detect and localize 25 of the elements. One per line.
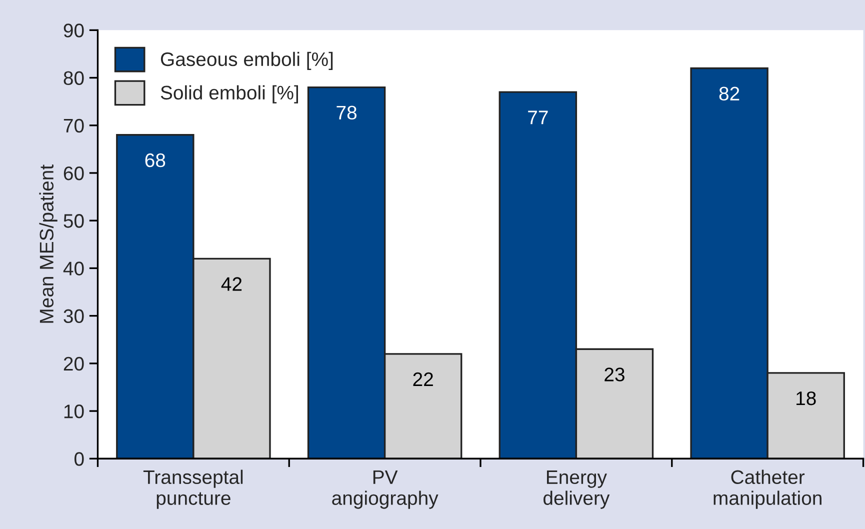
- y-axis-title: Mean MES/patient: [39, 164, 58, 323]
- data-label: 68: [145, 153, 166, 168]
- data-label: 42: [221, 277, 242, 291]
- x-tick-label: PV angiography: [332, 470, 438, 509]
- y-tick-label: 20: [64, 356, 84, 371]
- y-tick-label: 50: [64, 214, 84, 228]
- data-label: 18: [796, 391, 816, 406]
- y-tick-label: 80: [64, 71, 84, 85]
- data-label: 78: [336, 106, 357, 120]
- y-tick-label: 90: [64, 24, 84, 38]
- legend-label: Solid emboli [%]: [160, 85, 298, 104]
- data-label: 77: [528, 110, 548, 124]
- y-tick-label: 40: [63, 262, 84, 276]
- data-label: 82: [719, 86, 740, 101]
- y-tick-label: 30: [64, 309, 84, 324]
- y-tick-label: 0: [74, 452, 84, 466]
- data-label: 23: [604, 368, 624, 382]
- y-tick-label: 60: [64, 166, 84, 180]
- y-tick-label: 70: [64, 118, 84, 133]
- x-tick-label: Catheter manipulation: [714, 470, 822, 509]
- y-tick-label: 10: [64, 404, 84, 418]
- legend-label: Gaseous emboli [%]: [160, 52, 333, 70]
- x-tick-label: Transseptal puncture: [143, 470, 243, 509]
- data-label: 22: [413, 372, 433, 386]
- x-tick-label: Energy delivery: [544, 470, 610, 509]
